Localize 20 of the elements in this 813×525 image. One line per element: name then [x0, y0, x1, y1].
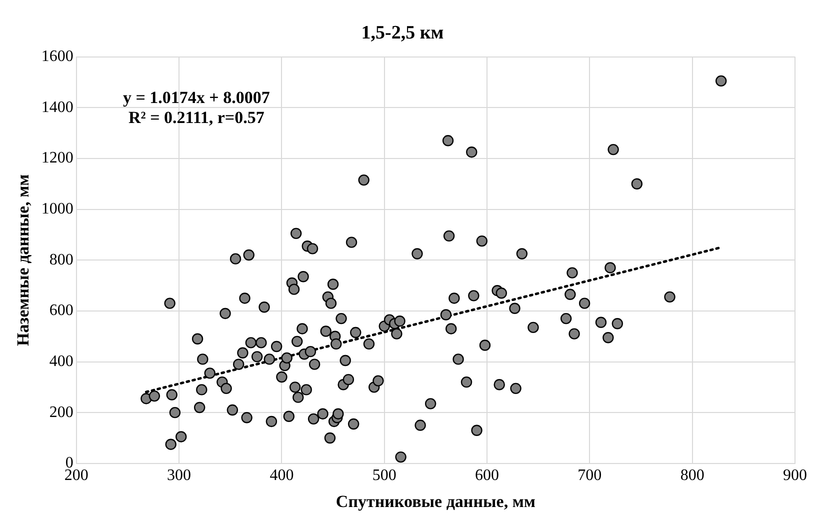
y-tick-label: 1600 — [41, 48, 74, 66]
x-tick-label: 700 — [578, 467, 602, 484]
chart-title: 1,5-2,5 км — [361, 22, 444, 44]
y-tick-label: 1200 — [41, 150, 74, 167]
y-axis-title: Наземные данные, мм — [14, 174, 33, 346]
x-tick-label: 900 — [783, 467, 807, 484]
y-tick-label: 1400 — [41, 98, 74, 116]
x-tick-label: 800 — [680, 467, 704, 484]
y-tick-label: 600 — [49, 302, 74, 320]
x-tick-label: 300 — [167, 467, 192, 484]
y-tick-label: 1000 — [41, 200, 74, 218]
y-tick-label: 800 — [49, 251, 74, 268]
x-axis-title: Спутниковые данные, мм — [336, 492, 536, 512]
y-tick-label: 200 — [49, 404, 74, 421]
x-tick-label: 500 — [372, 467, 396, 484]
y-tick-label: 400 — [49, 352, 74, 370]
annotation: y = 1.0174x + 8.0007 — [122, 88, 270, 108]
x-tick-label: 400 — [270, 467, 294, 484]
annotation: R² = 0.2111, r=0.57 — [128, 108, 265, 128]
x-tick-label: 600 — [475, 467, 500, 484]
